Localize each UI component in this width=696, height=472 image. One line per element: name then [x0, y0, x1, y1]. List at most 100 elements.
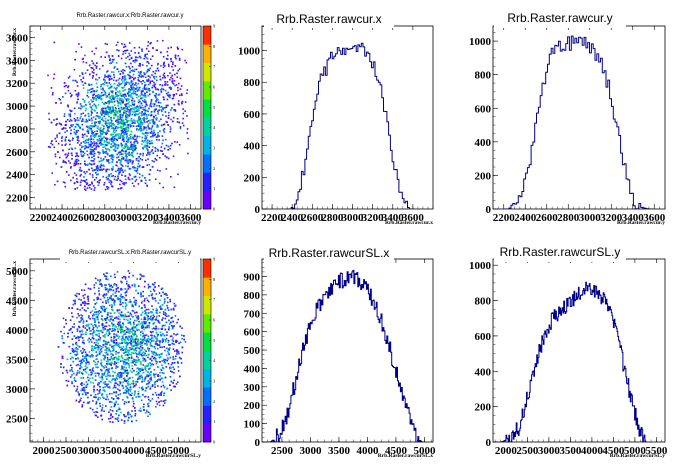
heatmap-cell: [77, 363, 79, 366]
heatmap-cell: [103, 165, 105, 167]
heatmap-cell: [165, 104, 168, 107]
heatmap-cell: [147, 385, 150, 388]
heatmap-cell: [97, 366, 99, 369]
heatmap-cell: [153, 111, 156, 113]
heatmap-cell: [181, 48, 184, 51]
heatmap-cell: [80, 314, 82, 316]
heatmap-cell: [138, 409, 140, 412]
heatmap-cell: [114, 175, 117, 178]
heatmap-cell: [74, 188, 76, 190]
heatmap-cell: [94, 414, 97, 416]
heatmap-cell: [79, 117, 82, 120]
heatmap-cell: [85, 121, 87, 123]
heatmap-cell: [162, 311, 165, 313]
heatmap-cell: [106, 373, 109, 375]
heatmap-cell: [90, 323, 93, 326]
heatmap-cell: [80, 397, 82, 400]
heatmap-cell: [112, 156, 115, 158]
heatmap-cell: [133, 102, 136, 105]
heatmap-cell: [62, 181, 65, 183]
heatmap-cell: [129, 338, 132, 340]
heatmap-cell: [127, 358, 129, 361]
heatmap-cell: [185, 61, 188, 64]
heatmap-cell: [137, 113, 140, 116]
heatmap-cell: [158, 135, 160, 137]
heatmap-cell: [93, 179, 96, 181]
heatmap-cell: [146, 57, 149, 60]
heatmap-cell: [73, 385, 75, 387]
heatmap-cell: [119, 117, 122, 119]
heatmap-cell: [164, 155, 166, 157]
heatmap-cell: [104, 284, 106, 286]
heatmap-cell: [70, 110, 72, 113]
heatmap-cell: [150, 150, 153, 153]
heatmap-cell: [97, 125, 99, 128]
heatmap-cell: [129, 148, 131, 151]
title-box: [264, 12, 394, 28]
heatmap-cell: [104, 371, 106, 374]
heatmap-cell: [77, 345, 79, 347]
heatmap-cell: [138, 74, 140, 77]
color-bar-step: [203, 103, 211, 109]
y-tick-label: 3600: [6, 32, 29, 44]
heatmap-cell: [133, 107, 135, 109]
heatmap-cell: [142, 295, 144, 297]
heatmap-cell: [141, 300, 143, 303]
heatmap-cell: [116, 161, 118, 163]
heatmap-cell: [124, 78, 127, 81]
heatmap-cell: [67, 89, 70, 92]
heatmap-cell: [140, 102, 143, 105]
heatmap-cell: [153, 85, 155, 88]
heatmap-cell: [75, 152, 78, 155]
heatmap-cell: [95, 82, 98, 85]
heatmap-cell: [69, 167, 72, 169]
heatmap-cell: [86, 361, 89, 363]
heatmap-cell: [92, 185, 95, 187]
heatmap-cell: [104, 325, 106, 328]
heatmap-cell: [126, 337, 128, 339]
heatmap-cell: [91, 347, 93, 350]
heatmap-cell: [158, 354, 160, 356]
heatmap-cell: [100, 132, 102, 135]
heatmap-cell: [133, 349, 135, 352]
heatmap-cell: [164, 340, 167, 343]
heatmap-cell: [155, 88, 157, 91]
heatmap-cell: [121, 164, 124, 167]
heatmap-cell: [132, 310, 135, 312]
heatmap-cell: [142, 75, 145, 78]
heatmap-cell: [95, 78, 97, 81]
heatmap-cell: [157, 69, 160, 72]
heatmap-cell: [146, 65, 148, 67]
heatmap-cell: [65, 156, 68, 159]
heatmap-cell: [114, 342, 116, 345]
heatmap-cell: [176, 351, 178, 353]
heatmap-cell: [184, 59, 186, 62]
heatmap-cell: [103, 389, 106, 391]
heatmap-cell: [155, 99, 158, 101]
heatmap-cell: [157, 302, 160, 304]
heatmap-cell: [143, 119, 145, 122]
heatmap-cell: [144, 94, 146, 96]
heatmap-cell: [93, 385, 95, 387]
heatmap-cell: [139, 157, 142, 160]
heatmap-cell: [122, 138, 124, 140]
heatmap-cell: [143, 354, 146, 357]
heatmap-cell: [139, 72, 142, 75]
heatmap-cell: [93, 141, 96, 143]
heatmap-cell: [81, 307, 84, 309]
heatmap-cell: [142, 87, 144, 90]
heatmap-cell: [159, 106, 161, 109]
heatmap-cell: [84, 368, 87, 370]
heatmap-cell: [98, 139, 101, 142]
chart-2: 2200240026002800300032003400360002004006…: [238, 12, 434, 226]
heatmap-cell: [78, 315, 80, 317]
heatmap-cell: [97, 311, 99, 313]
heatmap-cell: [145, 370, 148, 372]
heatmap-cell: [86, 183, 88, 185]
heatmap-cell: [119, 118, 121, 121]
heatmap-cell: [102, 83, 104, 85]
heatmap-cell: [141, 339, 143, 341]
heatmap-cell: [155, 147, 157, 150]
heatmap-cell: [124, 107, 126, 109]
